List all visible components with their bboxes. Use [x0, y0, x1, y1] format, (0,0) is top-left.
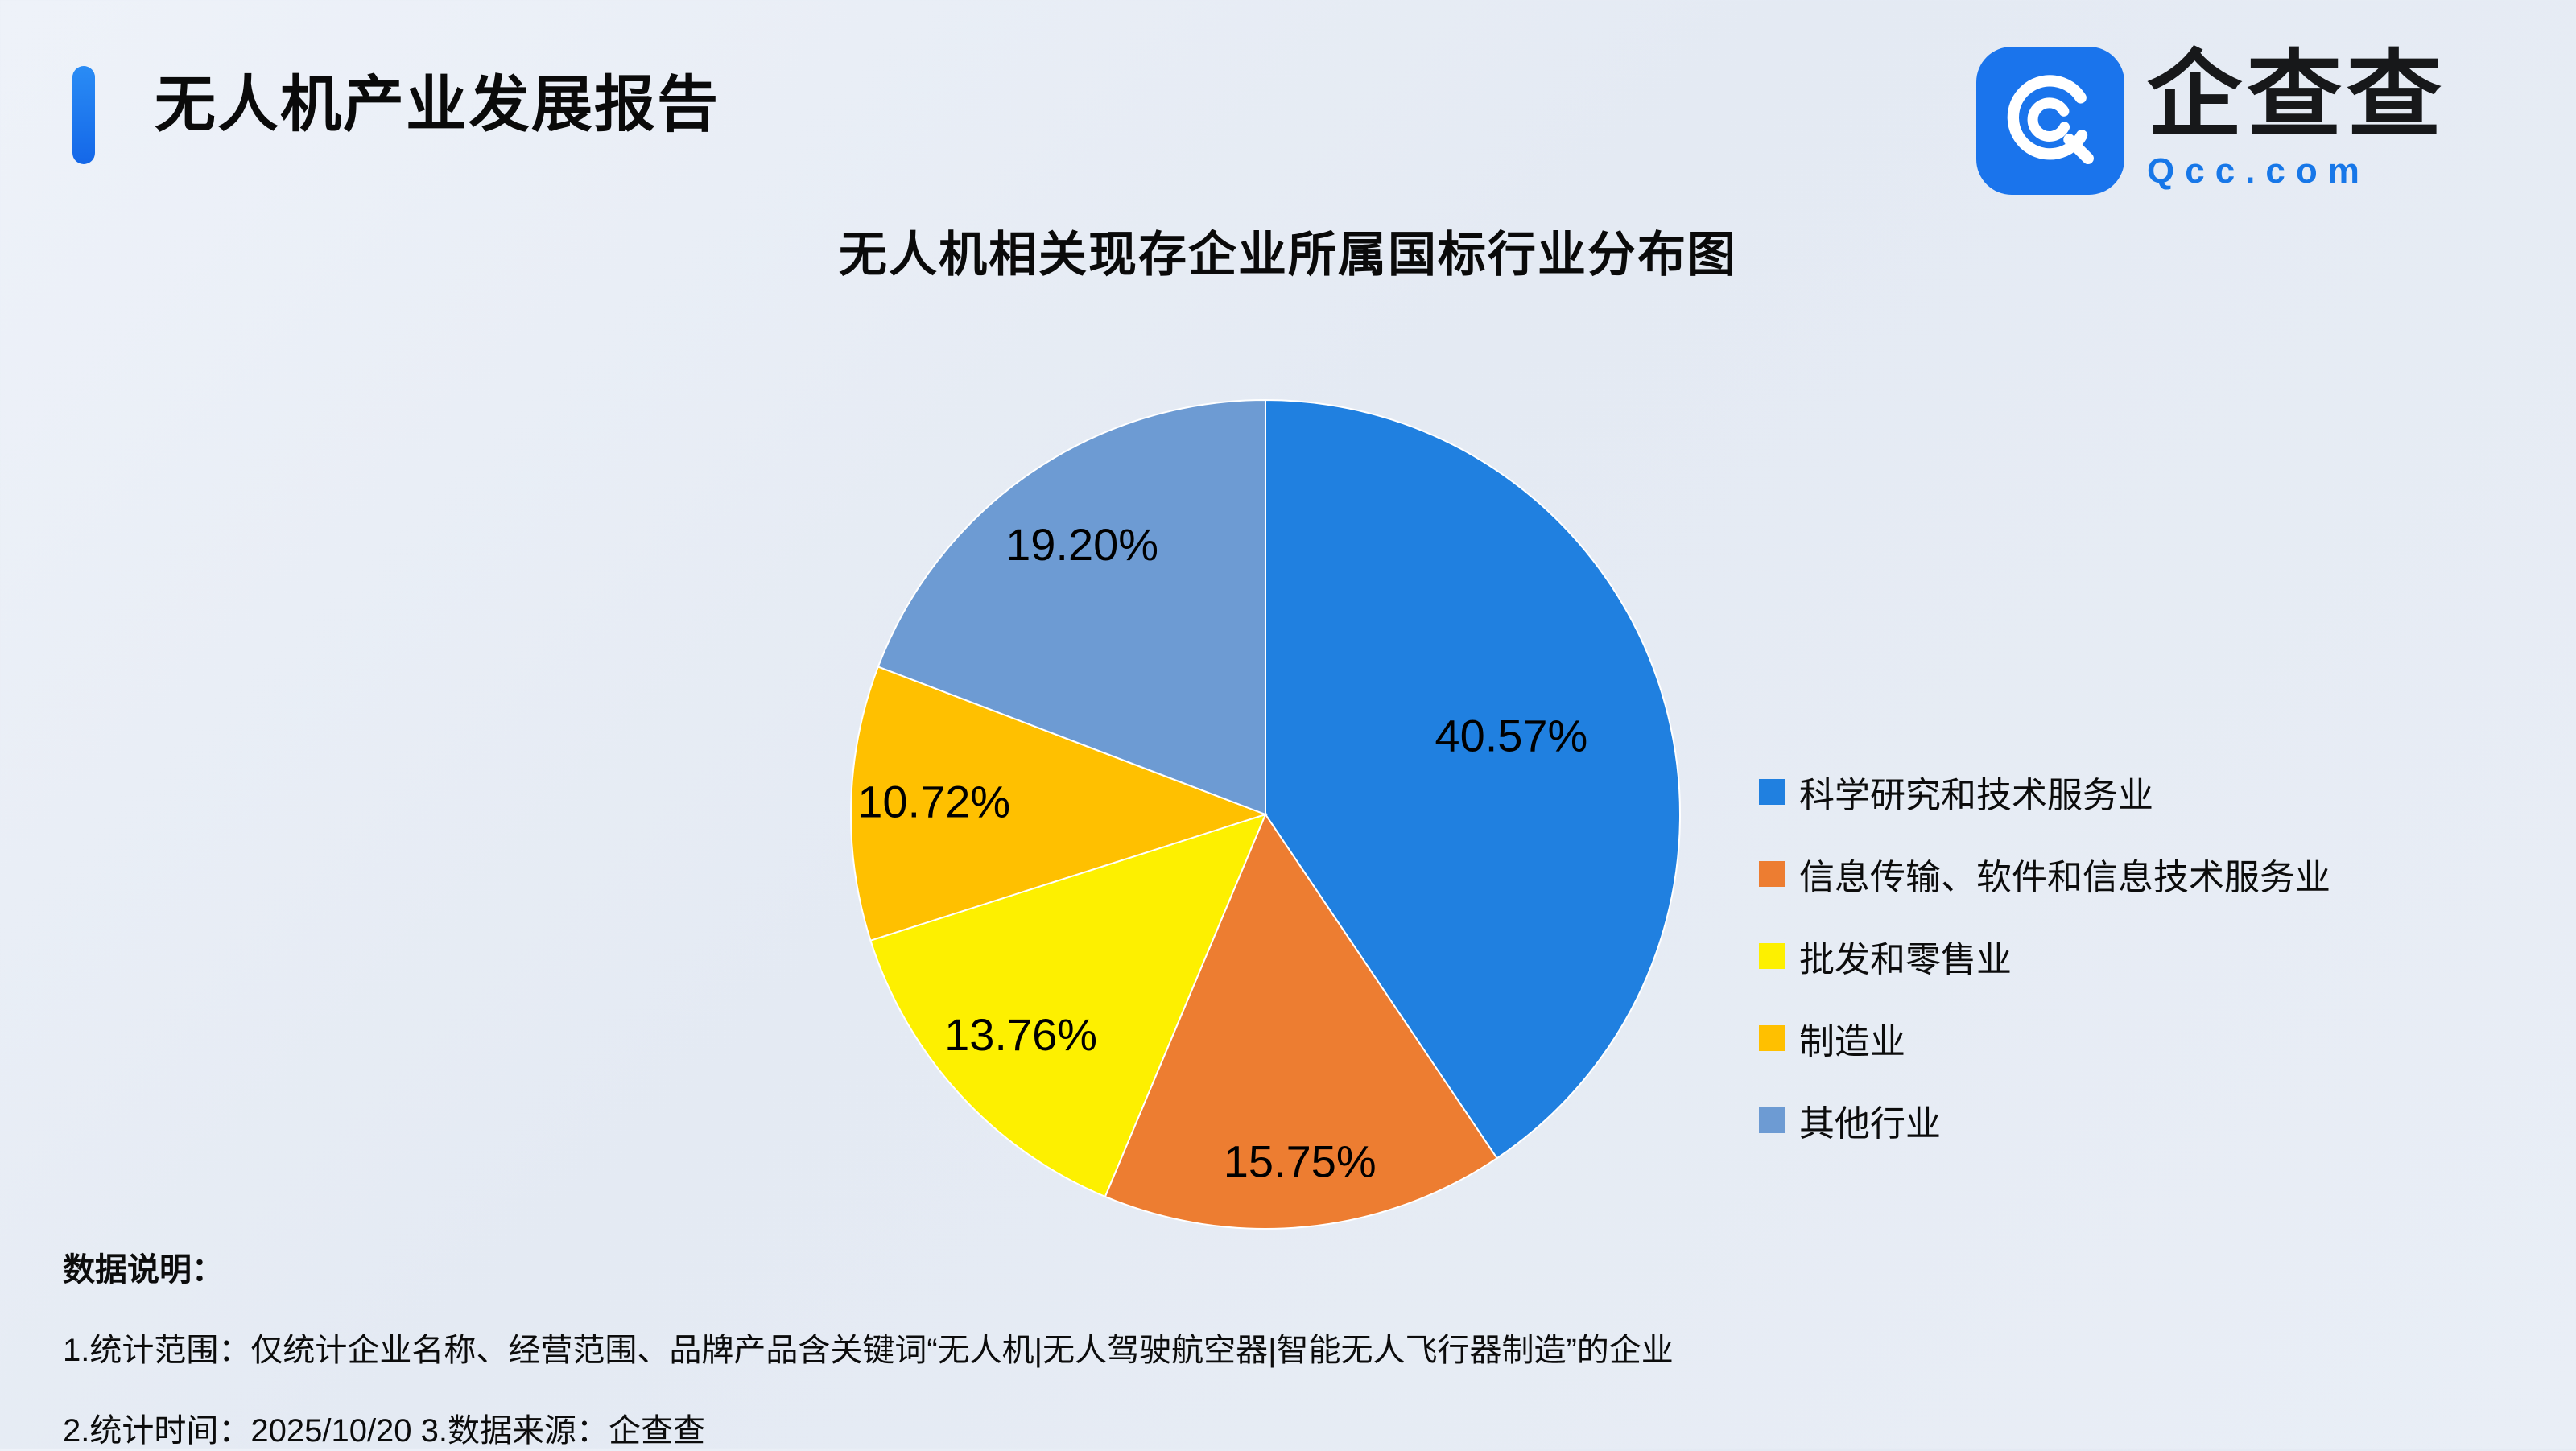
- notes-heading: 数据说明：: [63, 1252, 224, 1288]
- pie-slice-label-4: 19.20%: [1005, 519, 1158, 570]
- pie-chart: 40.57% 15.75% 13.76% 10.72% 19.20%: [850, 398, 1682, 1230]
- notes-line-1: 1.统计范围：仅统计企业名称、经营范围、品牌产品含关键词“无人机|无人驾驶航空器…: [63, 1333, 1674, 1368]
- pie-slice-3: [850, 666, 1269, 942]
- legend-item-4: 其他行业: [1759, 1094, 2330, 1146]
- legend-item-1: 信息传输、软件和信息技术服务业: [1759, 848, 2330, 900]
- pie-slice-label-2: 13.76%: [944, 1009, 1097, 1060]
- notes-block: 数据说明： 1.统计范围：仅统计企业名称、经营范围、品牌产品含关键词“无人机|无…: [63, 1243, 1674, 1451]
- pie-slice-2: [869, 813, 1267, 1198]
- page-title: 无人机产业发展报告: [155, 71, 720, 139]
- pie-slice-1: [1104, 812, 1498, 1230]
- legend-swatch: [1759, 861, 1785, 887]
- legend-label: 制造业: [1799, 1022, 1905, 1061]
- chart-title: 无人机相关现存企业所属国标行业分布图: [839, 228, 1737, 282]
- legend-swatch: [1759, 1025, 1785, 1051]
- legend-item-2: 批发和零售业: [1759, 930, 2330, 982]
- chart-legend: 科学研究和技术服务业信息传输、软件和信息技术服务业 批发和零售业 制造业其他行业: [1759, 766, 2330, 1146]
- qcc-logo-name: 企查查: [2147, 43, 2447, 149]
- legend-label: 信息传输、软件和信息技术服务业: [1799, 858, 2330, 897]
- legend-swatch: [1759, 943, 1785, 969]
- pie-slice-label-1: 15.75%: [1224, 1136, 1377, 1186]
- title-accent-bar: [72, 66, 95, 164]
- notes-line-2: 2.统计时间：2025/10/20 3.数据来源：企查查: [63, 1413, 706, 1449]
- legend-label: 科学研究和技术服务业: [1799, 776, 2153, 815]
- qcc-logo: 企查查 Qcc.com: [1976, 43, 2447, 195]
- pie-slice-label-3: 10.72%: [857, 776, 1010, 826]
- legend-item-0: 科学研究和技术服务业: [1759, 766, 2330, 818]
- qcc-logo-icon: [1976, 47, 2124, 195]
- legend-label: 批发和零售业: [1799, 940, 2012, 979]
- legend-label: 其他行业: [1799, 1104, 1941, 1144]
- pie-slice-label-0: 40.57%: [1435, 711, 1587, 761]
- qcc-logo-text: 企查查 Qcc.com: [2147, 43, 2447, 192]
- pie-slice-0: [1265, 398, 1682, 1160]
- pie-slice-4: [877, 398, 1266, 816]
- qcc-logo-domain: Qcc.com: [2147, 150, 2370, 191]
- legend-swatch: [1759, 779, 1785, 805]
- legend-item-3: 制造业: [1759, 1012, 2330, 1064]
- legend-swatch: [1759, 1107, 1785, 1133]
